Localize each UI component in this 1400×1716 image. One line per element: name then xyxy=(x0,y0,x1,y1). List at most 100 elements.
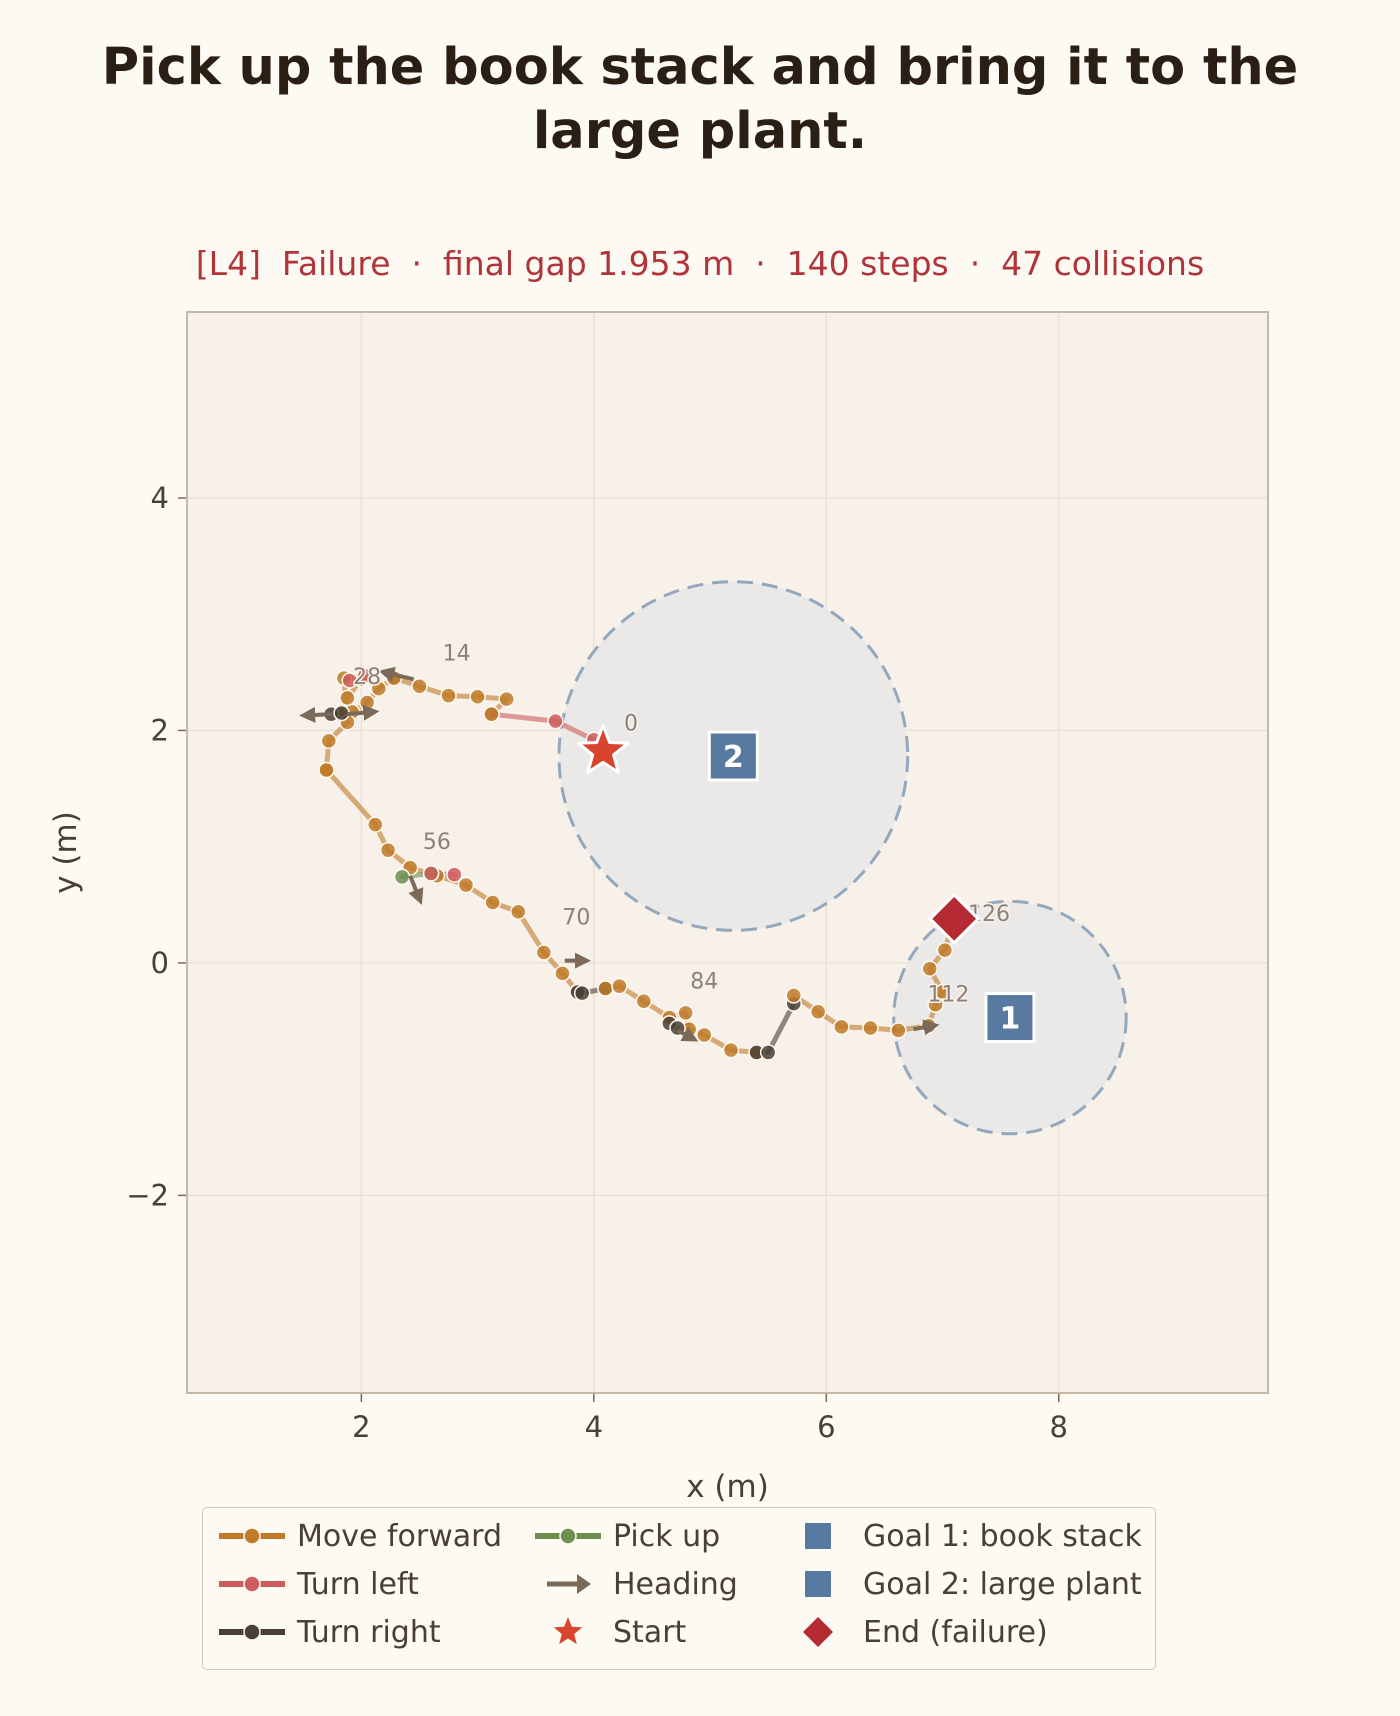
y-axis-label: y (m) xyxy=(48,811,84,894)
step-label: 0 xyxy=(624,711,638,736)
y-tick-label: 2 xyxy=(151,713,169,747)
move-forward-point xyxy=(510,903,527,921)
move-forward-point xyxy=(457,876,475,894)
move-forward-point xyxy=(936,941,954,959)
move-forward-point xyxy=(498,690,515,708)
move-forward-point xyxy=(554,965,571,982)
move-forward-point xyxy=(358,694,376,711)
step-label: 14 xyxy=(443,642,471,667)
legend-label: Turn left xyxy=(297,1566,419,1602)
move-forward-point xyxy=(862,1019,879,1037)
x-tick-label: 4 xyxy=(585,1410,603,1444)
move-forward-point xyxy=(785,987,803,1004)
legend-label: Goal 1: book stack xyxy=(863,1518,1142,1554)
x-tick-label: 2 xyxy=(352,1410,370,1444)
heading-arrow xyxy=(347,704,380,721)
legend-label: Turn right xyxy=(297,1614,441,1650)
turn-right-point xyxy=(333,704,350,722)
goal-1-marker xyxy=(984,992,1036,1044)
x-tick-label: 8 xyxy=(1050,1410,1068,1444)
move-forward-point xyxy=(535,944,553,961)
legend-item: Turn right xyxy=(217,1612,441,1652)
plot-frame xyxy=(186,311,1269,1394)
turn-right-point xyxy=(573,984,591,1002)
move-forward-point xyxy=(367,816,384,833)
y-tick-label: 4 xyxy=(151,481,169,515)
step-label: 84 xyxy=(690,969,718,994)
heading-arrow xyxy=(378,666,415,683)
move-forward-point xyxy=(440,687,457,704)
square-icon xyxy=(805,1523,831,1549)
move-forward-point xyxy=(890,1022,907,1039)
move-forward-point xyxy=(469,688,486,705)
legend-line-swatch xyxy=(219,1623,285,1641)
move-forward-point xyxy=(597,980,614,997)
heading-arrow xyxy=(676,1026,699,1042)
step-label: 28 xyxy=(353,665,381,690)
move-forward-point xyxy=(339,689,356,707)
move-forward-point xyxy=(411,678,428,695)
legend-line-swatch xyxy=(219,1575,285,1593)
goal-1-label: 1 xyxy=(1000,1002,1021,1037)
legend-label: Pick up xyxy=(613,1518,721,1554)
move-forward-point xyxy=(677,1004,694,1022)
move-forward-point xyxy=(833,1018,850,1036)
chart-subtitle: [L4] Failure · final gap 1.953 m · 140 s… xyxy=(195,244,1205,283)
y-tick-label: −2 xyxy=(126,1178,169,1212)
chart-title-line-1: Pick up the book stack and bring it to t… xyxy=(101,38,1299,97)
square-icon xyxy=(805,1571,831,1597)
heading-arrow xyxy=(299,706,333,723)
x-axis-label: x (m) xyxy=(686,1469,769,1505)
legend-item: Move forward xyxy=(217,1516,502,1556)
legend-item: End (failure) xyxy=(783,1612,1048,1652)
y-tick-label: 0 xyxy=(151,946,169,980)
legend-line-swatch xyxy=(535,1527,601,1545)
legend-item: Start xyxy=(533,1612,686,1652)
legend-line-swatch xyxy=(219,1527,285,1545)
end-marker xyxy=(928,892,981,945)
heading-arrow-icon xyxy=(547,1574,591,1594)
turn-left-point xyxy=(422,865,440,882)
legend-label: End (failure) xyxy=(863,1614,1048,1650)
legend-item: Heading xyxy=(533,1564,738,1604)
move-forward-point xyxy=(484,894,501,911)
move-forward-point xyxy=(635,993,653,1010)
move-forward-point xyxy=(722,1041,740,1059)
turn-left-point xyxy=(341,672,358,689)
chart-title: Pick up the book stack and bring it to t… xyxy=(0,36,1400,164)
turn-right-point xyxy=(759,1044,777,1061)
turn-left-point xyxy=(547,712,564,730)
legend: Move forward Turn left Turn right Pick up He… xyxy=(202,1507,1156,1670)
goal-2-label: 2 xyxy=(723,740,744,775)
move-forward-point xyxy=(483,705,500,723)
legend-label: Heading xyxy=(613,1566,738,1602)
legend-item: Pick up xyxy=(533,1516,720,1556)
legend-item: Goal 2: large plant xyxy=(783,1564,1142,1604)
step-label: 70 xyxy=(562,906,590,931)
pick-up-point xyxy=(393,868,411,886)
move-forward-point xyxy=(379,841,397,859)
diamond-icon xyxy=(803,1617,833,1647)
move-forward-point xyxy=(934,983,951,1001)
move-forward-point xyxy=(809,1003,827,1020)
chart-title-line-2: large plant. xyxy=(532,102,868,161)
goal-2-marker xyxy=(707,730,759,782)
move-forward-point xyxy=(927,996,944,1014)
move-forward-point xyxy=(611,977,628,995)
move-forward-point xyxy=(318,761,335,779)
star-icon xyxy=(553,1617,583,1645)
move-forward-point xyxy=(320,732,338,750)
x-tick-label: 6 xyxy=(817,1410,835,1444)
step-label: 56 xyxy=(423,830,451,855)
legend-item: Goal 1: book stack xyxy=(783,1516,1142,1556)
move-forward-point xyxy=(921,960,939,977)
start-marker xyxy=(576,723,630,774)
step-label: 112 xyxy=(927,982,969,1007)
heading-arrow xyxy=(408,875,424,905)
move-forward-point xyxy=(696,1026,713,1044)
heading-arrow xyxy=(913,1019,940,1036)
legend-label: Start xyxy=(613,1614,687,1650)
legend-label: Move forward xyxy=(297,1518,503,1554)
turn-left-point xyxy=(446,866,463,883)
